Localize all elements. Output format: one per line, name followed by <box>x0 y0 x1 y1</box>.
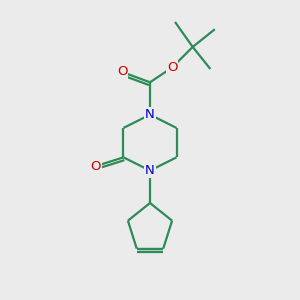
Text: N: N <box>145 164 155 177</box>
Text: O: O <box>167 61 177 74</box>
Text: O: O <box>117 65 127 79</box>
Text: O: O <box>90 160 101 173</box>
Text: N: N <box>145 108 155 121</box>
